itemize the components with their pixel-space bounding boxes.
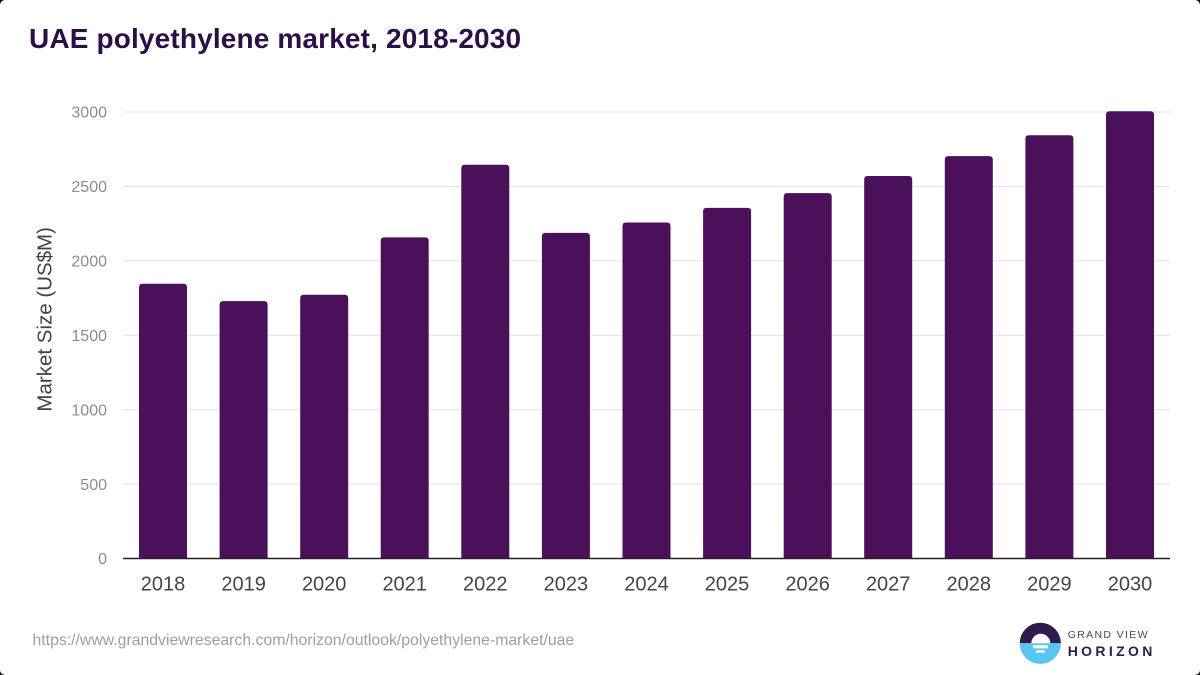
svg-text:GRAND VIEW: GRAND VIEW <box>1068 629 1149 641</box>
svg-text:2026: 2026 <box>785 574 830 596</box>
svg-text:2018: 2018 <box>141 574 186 596</box>
svg-text:500: 500 <box>80 477 107 494</box>
svg-text:2021: 2021 <box>382 574 427 596</box>
svg-text:2029: 2029 <box>1027 574 1072 596</box>
svg-text:2000: 2000 <box>71 254 107 271</box>
svg-text:2024: 2024 <box>624 574 669 596</box>
svg-text:3000: 3000 <box>71 105 107 122</box>
svg-text:2500: 2500 <box>71 179 107 196</box>
svg-text:https://www.grandviewresearch.: https://www.grandviewresearch.com/horizo… <box>33 632 575 649</box>
svg-text:0: 0 <box>98 551 107 568</box>
svg-text:2027: 2027 <box>866 574 911 596</box>
svg-text:2028: 2028 <box>947 574 992 596</box>
svg-text:2023: 2023 <box>544 574 589 596</box>
svg-text:2020: 2020 <box>302 574 347 596</box>
svg-text:2022: 2022 <box>463 574 508 596</box>
svg-text:2030: 2030 <box>1108 574 1153 596</box>
svg-text:1000: 1000 <box>71 402 107 419</box>
svg-text:HORIZON: HORIZON <box>1068 643 1156 659</box>
svg-text:2025: 2025 <box>705 574 750 596</box>
svg-text:Market Size (US$M): Market Size (US$M) <box>34 227 57 412</box>
svg-text:UAE polyethylene market, 2018-: UAE polyethylene market, 2018-2030 <box>29 23 521 54</box>
svg-text:1500: 1500 <box>71 328 107 345</box>
svg-text:2019: 2019 <box>221 574 266 596</box>
